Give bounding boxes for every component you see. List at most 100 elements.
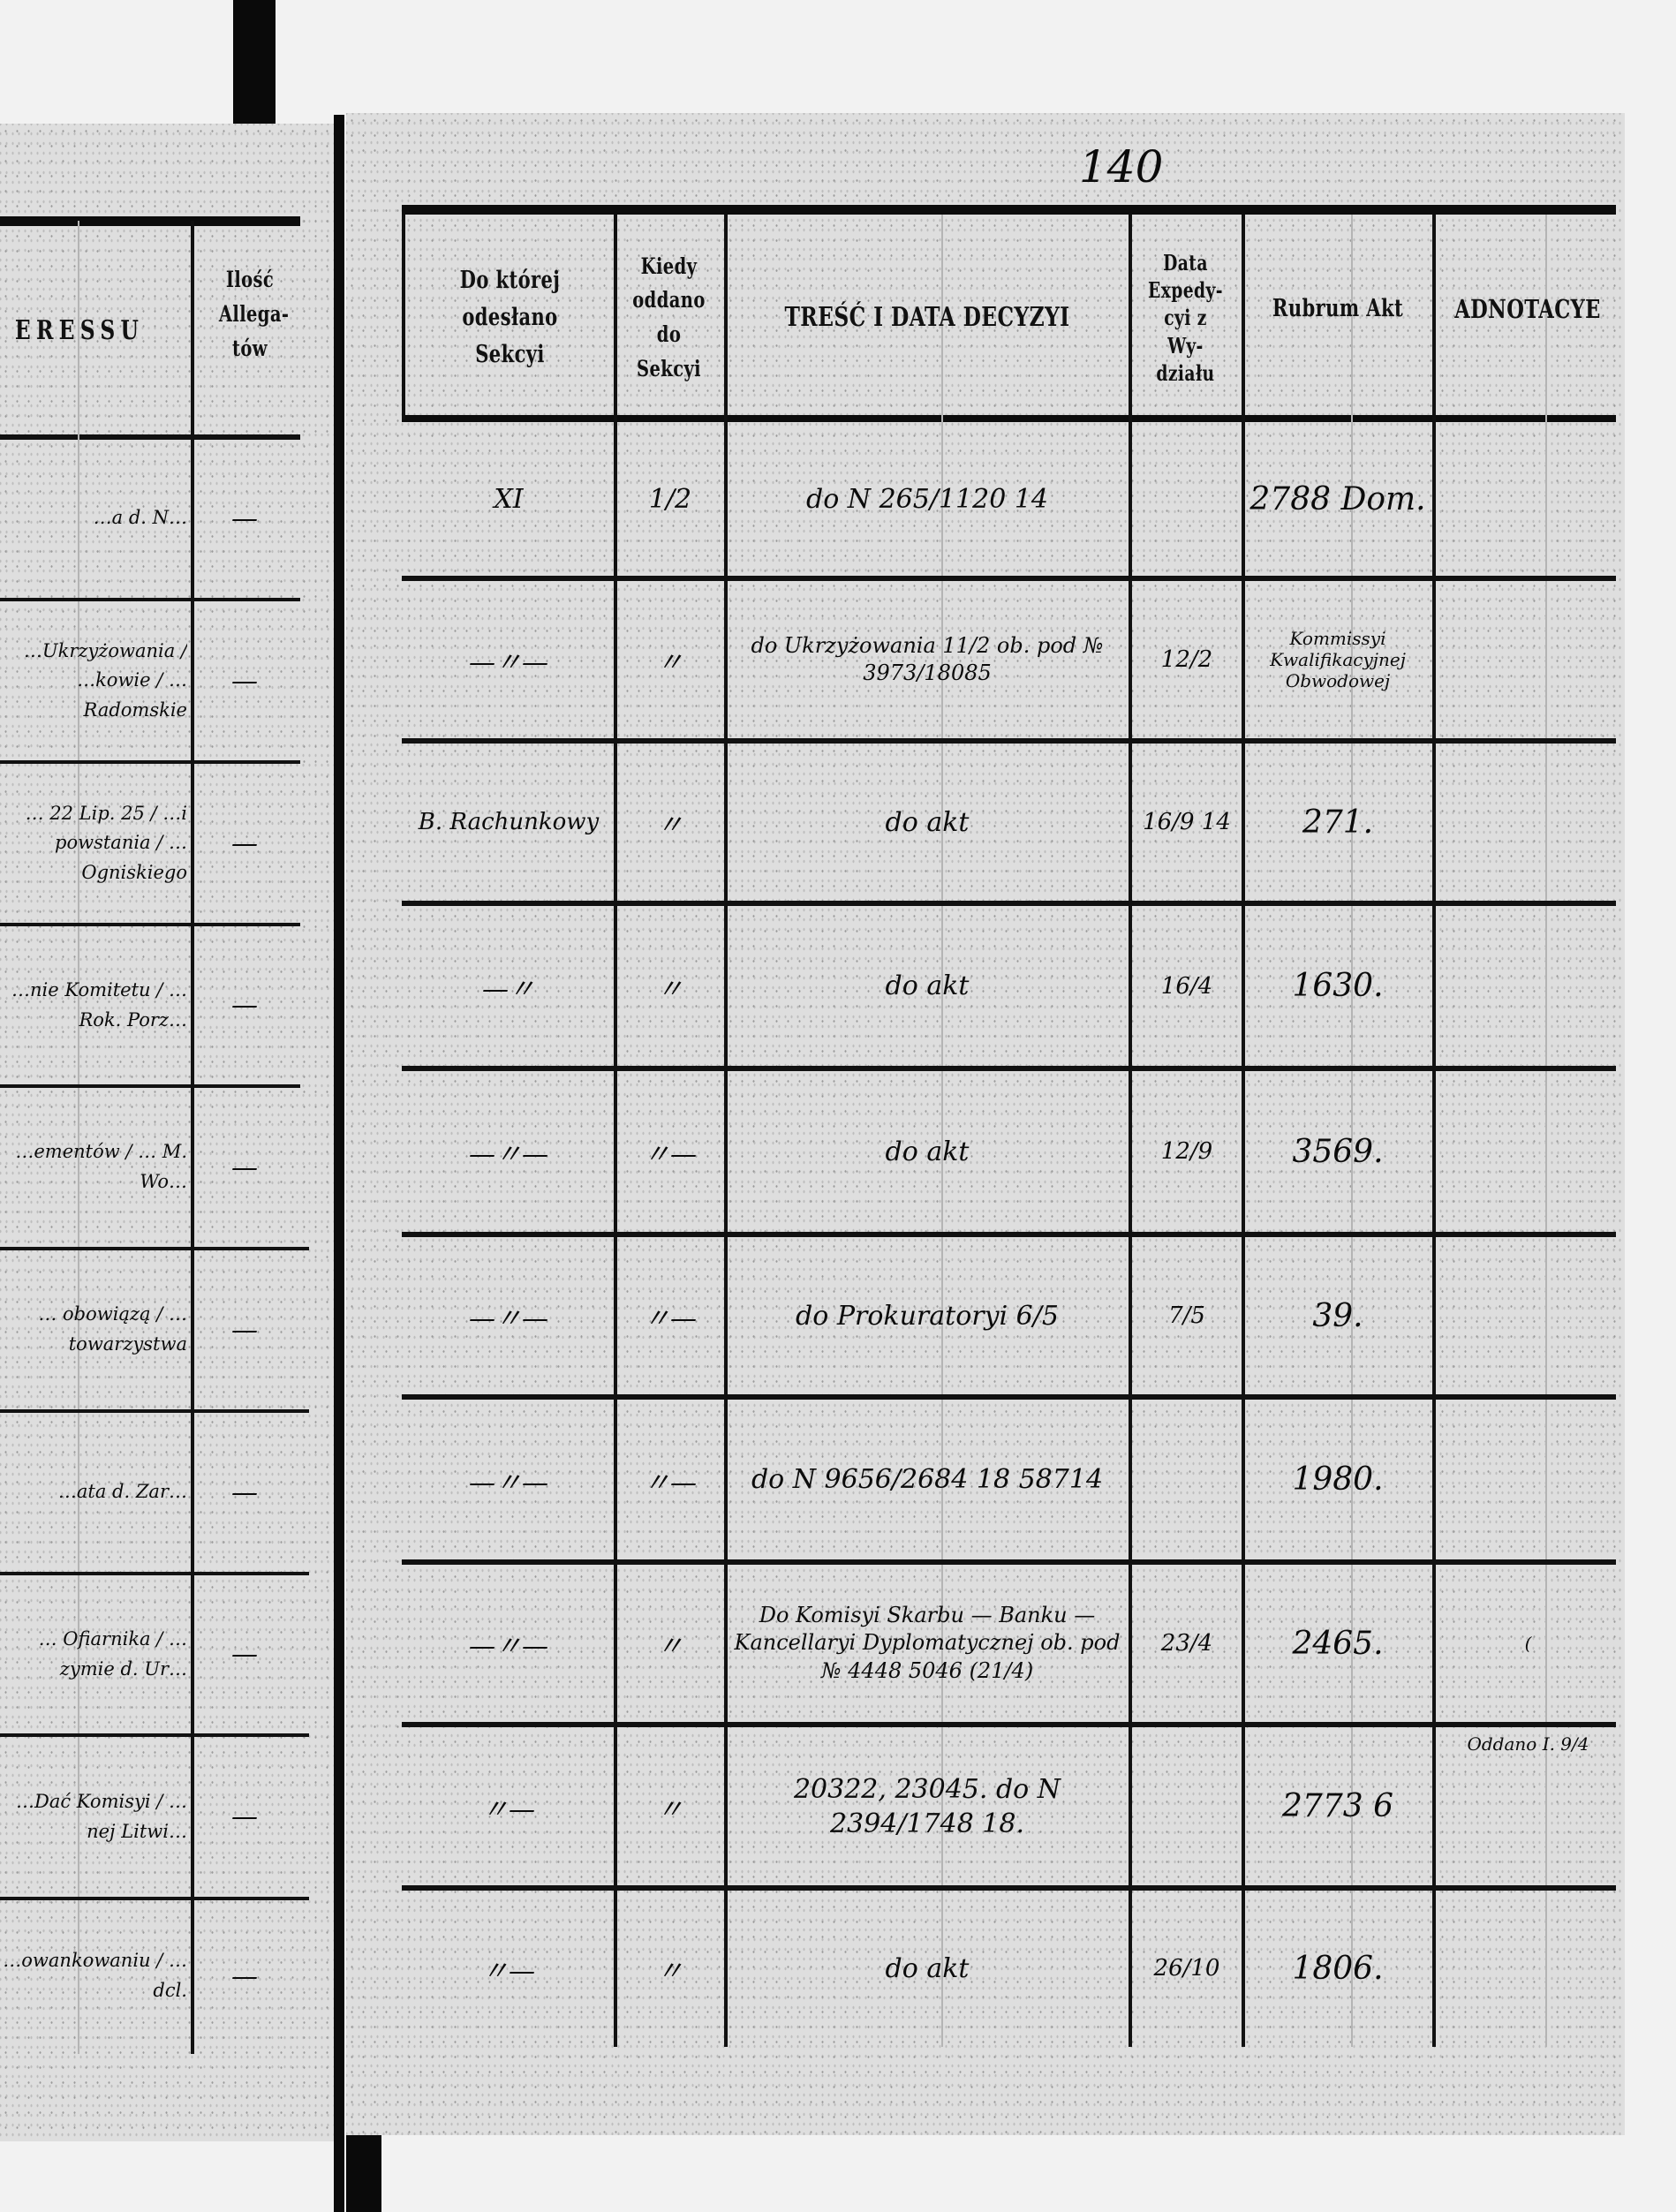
left-header-top-rule xyxy=(0,216,300,226)
left-row-rule xyxy=(0,1409,309,1413)
row-content: do N 265/1120 14 xyxy=(805,483,1048,515)
row-dispatch-date: 7/5 xyxy=(1168,1302,1205,1329)
left-column-rule xyxy=(191,221,194,2054)
left-row-text: …ementów / … M. Wo… xyxy=(15,1141,187,1192)
row-dispatch-date: 16/4 xyxy=(1160,972,1213,1000)
row-content: Do Komisyi Skarbu — Banku — Kancellaryi … xyxy=(734,1603,1121,1683)
row-section: 〃— xyxy=(482,1956,535,1987)
row-rule xyxy=(402,738,1616,744)
row-dispatch-date: 12/9 xyxy=(1160,1138,1213,1165)
left-row-allegata: — xyxy=(231,990,258,1021)
row-section: B. Rachunkowy xyxy=(418,809,600,835)
row-rubrum: Kommissyi Kwalifikacyjnej Obwodowej xyxy=(1270,628,1406,691)
row-content: 20322, 23045. do N 2394/1748 18. xyxy=(793,1773,1061,1839)
row-dispatch-date xyxy=(1134,1725,1240,1888)
left-row-rule xyxy=(0,598,300,601)
row-rule xyxy=(402,1232,1616,1237)
left-row-text: … Ofiarnika / …zymie d. Ur… xyxy=(38,1627,187,1680)
row-section: —〃— xyxy=(469,1467,548,1499)
row-when: 〃— xyxy=(644,1139,697,1170)
row-when: 〃— xyxy=(644,1303,697,1334)
left-row-text: …ata d. Zar… xyxy=(57,1481,187,1503)
header-top-rule xyxy=(402,205,1616,215)
left-header-interest: ERESSU xyxy=(14,315,145,346)
left-row-text: …a d. N… xyxy=(93,507,187,529)
row-rule xyxy=(402,1885,1616,1891)
left-row-rule xyxy=(0,1247,309,1250)
column-rule xyxy=(724,215,728,2047)
left-row-rule xyxy=(0,923,300,926)
row-rubrum: 1980. xyxy=(1292,1461,1384,1498)
left-row-text: …Ukrzyżowania / …kowie / …Radomskie xyxy=(23,639,187,721)
row-dispatch-date: 26/10 xyxy=(1153,1955,1220,1982)
left-row-allegata: — xyxy=(231,827,258,859)
row-notes xyxy=(1438,578,1619,741)
row-rule xyxy=(402,576,1616,581)
left-header-bottom-rule xyxy=(0,434,300,440)
row-when: 〃 xyxy=(657,810,683,841)
row-rubrum: 3569. xyxy=(1292,1133,1384,1170)
row-rule xyxy=(402,1559,1616,1565)
column-rule xyxy=(614,215,617,2047)
row-rubrum: 1630. xyxy=(1292,968,1384,1004)
left-page xyxy=(0,124,336,2141)
header-notes: ADNOTACYE xyxy=(1454,293,1601,324)
row-content: do akt xyxy=(885,970,970,1001)
left-row-allegata: — xyxy=(231,665,258,697)
left-row-allegata: — xyxy=(231,1476,258,1508)
column-rule xyxy=(1129,215,1132,2047)
row-rubrum: 1806. xyxy=(1292,1950,1384,1987)
row-notes xyxy=(1438,1234,1619,1397)
row-content: do akt xyxy=(885,1136,970,1167)
left-header-allegata: Ilość Allega- tów xyxy=(218,267,290,361)
row-when: 〃 xyxy=(657,1956,683,1987)
row-content: do akt xyxy=(885,1952,970,1984)
faint-column-rule xyxy=(1351,215,1353,2047)
row-section: —〃 xyxy=(482,973,535,1005)
row-when: 〃 xyxy=(657,647,683,678)
row-content: do Ukrzyżowania 11/2 ob. pod № 3973/1808… xyxy=(751,632,1104,685)
row-when: 〃 xyxy=(657,1793,683,1825)
row-section: —〃— xyxy=(469,647,548,678)
left-row-allegata: — xyxy=(231,1801,258,1832)
header-dispatch: Data Expedy- cyi z Wy- działu xyxy=(1148,250,1223,386)
left-row-allegata: — xyxy=(231,502,258,534)
left-row-text: …Dać Komisyi / …nej Litwi… xyxy=(16,1790,187,1842)
header-section: Do której odesłano Sekcyi xyxy=(459,267,561,368)
left-faint-rule xyxy=(78,221,79,2054)
right-page xyxy=(346,113,1625,2135)
column-rule xyxy=(1242,215,1245,2047)
faint-column-rule xyxy=(941,215,943,2047)
row-content: do N 9656/2684 18 58714 xyxy=(751,1464,1104,1495)
column-rule xyxy=(402,215,405,419)
row-dispatch-date xyxy=(1134,1397,1240,1562)
header-when: Kiedy oddano do Sekcyi xyxy=(632,253,706,381)
row-section: —〃— xyxy=(469,1631,548,1662)
left-row-allegata: — xyxy=(231,1314,258,1346)
row-notes xyxy=(1438,1888,1619,2049)
header-content: TREŚĆ I DATA DECYZYI xyxy=(784,301,1070,333)
row-notes xyxy=(1438,903,1619,1068)
left-row-allegata: — xyxy=(231,1960,258,1992)
left-row-rule xyxy=(0,1084,300,1088)
row-rule xyxy=(402,1394,1616,1400)
row-notes: ( xyxy=(1524,1633,1532,1654)
row-when: 〃— xyxy=(644,1467,697,1499)
binding-strip-top xyxy=(233,0,276,124)
spine xyxy=(334,115,344,2212)
left-row-rule xyxy=(0,760,300,764)
row-content: do akt xyxy=(885,806,970,838)
row-rubrum: 2788 Dom. xyxy=(1249,480,1426,517)
row-rule xyxy=(402,1066,1616,1071)
row-dispatch-date: 23/4 xyxy=(1160,1630,1213,1657)
row-section: —〃— xyxy=(469,1139,548,1170)
row-rubrum: 2773 6 xyxy=(1282,1788,1393,1824)
left-row-rule xyxy=(0,1897,309,1900)
row-dispatch-date xyxy=(1134,419,1240,578)
row-rule xyxy=(402,1722,1616,1727)
column-rule xyxy=(1432,215,1436,2047)
left-row-rule xyxy=(0,1733,309,1737)
left-row-text: … 22 Lip. 25 / …i powstania / …Ogniskieg… xyxy=(25,802,187,883)
row-notes xyxy=(1438,419,1619,578)
left-row-text: …nie Komitetu / …Rok. Porz… xyxy=(11,978,187,1031)
